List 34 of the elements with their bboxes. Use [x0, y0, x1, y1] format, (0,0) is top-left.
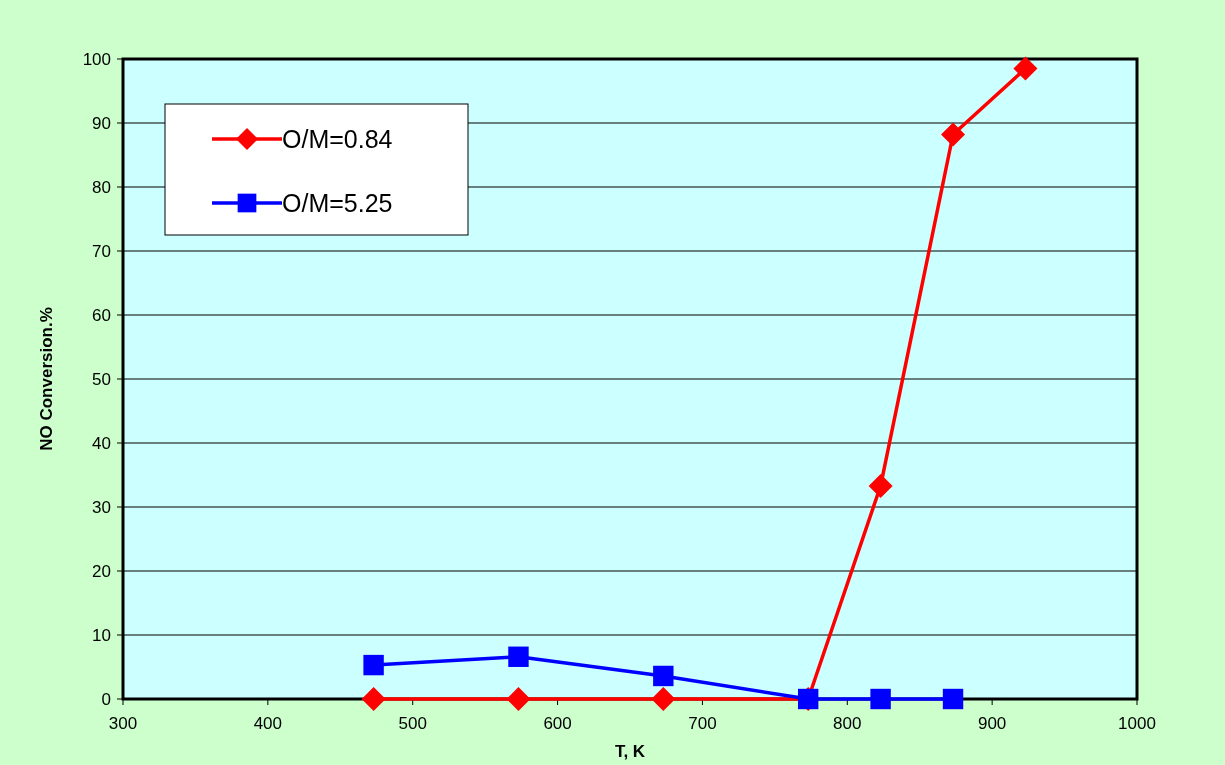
- y-tick-label: 70: [92, 241, 111, 261]
- point: [942, 688, 964, 710]
- x-tick-label: 900: [977, 714, 1007, 733]
- x-tick-label: 700: [688, 714, 717, 733]
- point: [361, 687, 386, 711]
- legend-label: O/M=5.25: [282, 188, 393, 217]
- point: [651, 687, 676, 711]
- y-tick-label: 100: [82, 49, 111, 69]
- y-tick-label: 30: [92, 497, 111, 517]
- y-tick-label: 80: [92, 177, 111, 197]
- point: [363, 654, 384, 676]
- y-tick-label: 0: [101, 689, 111, 709]
- x-tick-label: 800: [833, 714, 862, 733]
- x-tick-label: 400: [253, 714, 283, 733]
- y-axis-title: NO Conversion.%: [37, 307, 56, 451]
- x-axis-title: T, K: [614, 742, 646, 761]
- y-tick-label: 10: [92, 625, 111, 645]
- point: [506, 687, 531, 711]
- y-tick-label: 90: [92, 113, 111, 133]
- x-tick-label: 1000: [1118, 714, 1156, 733]
- point: [868, 473, 893, 498]
- point: [870, 688, 891, 710]
- y-tick-label: 50: [92, 369, 111, 389]
- legend-label: O/M=0.84: [282, 124, 393, 153]
- x-tick-label: 300: [108, 714, 138, 733]
- y-tick-label: 40: [92, 433, 111, 453]
- point: [653, 665, 674, 687]
- x-tick-label: 600: [543, 714, 572, 733]
- point: [941, 122, 966, 147]
- y-tick-label: 60: [92, 305, 111, 325]
- point: [1013, 56, 1038, 81]
- y-tick-label: 20: [92, 561, 111, 581]
- x-tick-label: 500: [398, 714, 427, 733]
- point: [508, 646, 529, 667]
